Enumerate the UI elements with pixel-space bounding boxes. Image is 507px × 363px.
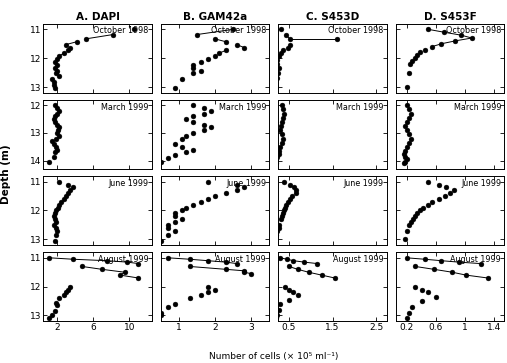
Text: October 1998: October 1998 (329, 26, 384, 35)
Title: C. S453D: C. S453D (306, 12, 359, 22)
Text: March 1999: March 1999 (454, 102, 501, 111)
Text: March 1999: March 1999 (336, 102, 384, 111)
Text: June 1999: June 1999 (108, 179, 149, 188)
Text: March 1999: March 1999 (101, 102, 149, 111)
Text: August 1999: August 1999 (215, 255, 266, 264)
Title: D. S453F: D. S453F (424, 12, 477, 22)
Text: Depth (m): Depth (m) (1, 144, 11, 204)
Text: June 1999: June 1999 (344, 179, 384, 188)
Text: August 1999: August 1999 (333, 255, 384, 264)
Text: August 1999: August 1999 (450, 255, 501, 264)
Text: October 1998: October 1998 (446, 26, 501, 35)
Text: October 1998: October 1998 (93, 26, 149, 35)
Text: June 1999: June 1999 (461, 179, 501, 188)
Text: March 1999: March 1999 (219, 102, 266, 111)
Text: October 1998: October 1998 (211, 26, 266, 35)
Text: Number of cells (× 10⁵ ml⁻¹): Number of cells (× 10⁵ ml⁻¹) (209, 352, 339, 361)
Text: June 1999: June 1999 (226, 179, 266, 188)
Text: August 1999: August 1999 (98, 255, 149, 264)
Title: B. GAM42a: B. GAM42a (183, 12, 247, 22)
Title: A. DAPI: A. DAPI (76, 12, 120, 22)
